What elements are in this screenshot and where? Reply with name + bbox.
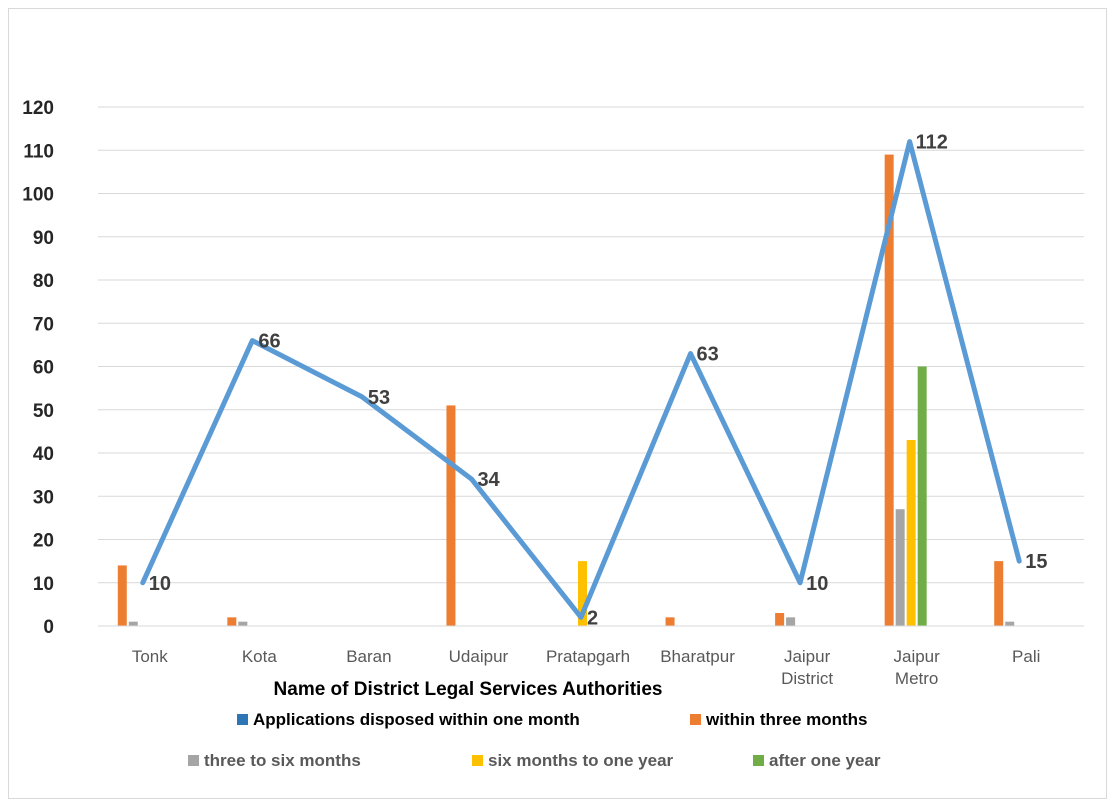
- y-tick-label: 110: [23, 141, 54, 162]
- bar: [128, 621, 138, 626]
- legend: Applications disposed within one month wi…: [188, 710, 881, 770]
- y-tick-label: 90: [33, 228, 54, 249]
- bar: [578, 561, 587, 626]
- legend-swatch: [690, 714, 701, 725]
- data-label: 15: [1025, 551, 1047, 573]
- y-tick-label: 100: [22, 185, 54, 206]
- x-tick-label-line: Pali: [1012, 647, 1040, 666]
- data-label: 53: [368, 387, 390, 409]
- x-tick-label: Pali: [1012, 647, 1040, 666]
- x-tick-label: Jaipur Metro: [894, 647, 941, 688]
- y-tick-label: 120: [22, 98, 54, 119]
- y-tick-label: 10: [33, 574, 54, 595]
- x-tick-label-line: Bharatpur: [660, 647, 735, 666]
- bar: [786, 617, 796, 626]
- bar: [117, 565, 127, 626]
- bar: [227, 617, 237, 626]
- legend-swatch: [188, 755, 199, 766]
- y-tick-label: 30: [33, 487, 54, 508]
- x-axis-title: Name of District Legal Services Authorit…: [274, 679, 663, 700]
- data-label: 10: [806, 573, 828, 595]
- y-tick-label: 50: [33, 401, 54, 422]
- bar: [994, 561, 1004, 626]
- bar: [446, 405, 456, 626]
- x-tick-label: Jaipur District: [781, 647, 833, 688]
- legend-swatch: [237, 714, 248, 725]
- data-label: 112: [916, 132, 948, 154]
- y-tick-label: 20: [33, 531, 54, 552]
- bar: [906, 440, 916, 626]
- x-tick-label: Udaipur: [449, 647, 509, 666]
- bar: [917, 366, 927, 626]
- x-tick-label: Tonk: [132, 647, 168, 666]
- x-tick-label: Pratapgarh: [546, 647, 630, 666]
- legend-label: six months to one year: [488, 751, 674, 770]
- legend-swatch: [753, 755, 764, 766]
- bar: [665, 617, 675, 626]
- x-axis: Tonk Kota Baran Udaipur Pratapgarh Bharatpur J…: [132, 647, 1041, 688]
- data-label: 10: [149, 573, 171, 595]
- gridlines: [98, 106, 1084, 584]
- bar: [895, 509, 905, 626]
- x-tick-label-line: Baran: [346, 647, 391, 666]
- legend-label: after one year: [769, 751, 881, 770]
- bar: [1005, 621, 1015, 626]
- legend-label: within three months: [705, 710, 868, 729]
- line-series-path: [140, 139, 1022, 620]
- y-tick-label: 60: [33, 358, 54, 379]
- bars: [117, 154, 1015, 626]
- data-labels: 10 66 53 34 2 63 10 112 15: [149, 132, 1048, 630]
- x-tick-label: Bharatpur: [660, 647, 735, 666]
- data-label: 34: [477, 469, 500, 491]
- bar: [238, 621, 248, 626]
- y-tick-label: 0: [43, 617, 54, 638]
- y-tick-label: 70: [33, 314, 54, 335]
- data-label: 66: [258, 331, 280, 353]
- x-tick-label-line: Udaipur: [449, 647, 509, 666]
- line-series: [140, 139, 1022, 620]
- y-tick-label: 80: [33, 271, 54, 292]
- legend-swatch: [472, 755, 483, 766]
- data-label: 2: [587, 607, 598, 629]
- x-tick-label-line: Tonk: [132, 647, 168, 666]
- legend-label: Applications disposed within one month: [253, 710, 580, 729]
- legend-label: three to six months: [204, 751, 361, 770]
- y-axis: 0 10 20 30 40 50 60 70 80 90 100 110 120: [22, 98, 54, 638]
- data-label: 63: [697, 344, 719, 366]
- bar: [884, 154, 894, 626]
- x-tick-label-line: District: [781, 669, 833, 688]
- bar: [775, 613, 785, 626]
- x-tick-label-line: Jaipur: [894, 647, 941, 666]
- x-tick-label-line: Kota: [242, 647, 278, 666]
- x-tick-label: Kota: [242, 647, 278, 666]
- x-tick-label: Baran: [346, 647, 391, 666]
- x-tick-label-line: Pratapgarh: [546, 647, 630, 666]
- y-tick-label: 40: [33, 444, 54, 465]
- x-tick-label-line: Jaipur: [784, 647, 831, 666]
- x-tick-label-line: Metro: [895, 669, 938, 688]
